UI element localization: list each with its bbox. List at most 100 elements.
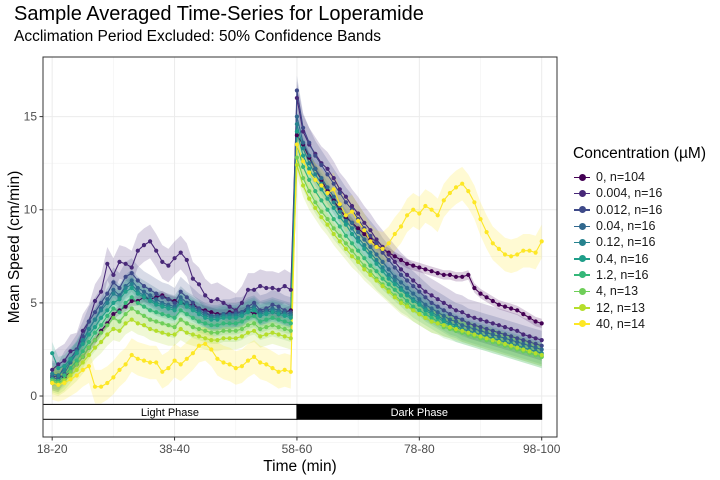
data-point-2 — [129, 271, 134, 276]
legend-label-9: 40, n=14 — [596, 316, 646, 331]
data-point-2 — [301, 125, 306, 130]
chart-subtitle: Acclimation Period Excluded: 50% Confide… — [14, 28, 382, 45]
data-point-2 — [417, 289, 422, 294]
data-point-6 — [356, 248, 361, 253]
chart-title: Sample Averaged Time-Series for Loperami… — [14, 3, 424, 25]
data-point-9 — [252, 354, 257, 359]
data-point-2 — [319, 162, 324, 168]
legend-title: Concentration (µM) — [573, 145, 706, 162]
data-point-1 — [301, 129, 306, 134]
data-point-3 — [349, 220, 355, 225]
data-point-6 — [227, 321, 232, 326]
data-point-5 — [331, 205, 336, 210]
data-point-9 — [276, 369, 281, 374]
data-point-1 — [123, 261, 128, 266]
data-point-8 — [466, 330, 471, 335]
data-point-9 — [307, 170, 312, 175]
data-point-8 — [362, 267, 367, 272]
data-point-5 — [203, 315, 208, 320]
data-point-0 — [435, 271, 440, 276]
data-point-8 — [502, 341, 508, 346]
data-point-3 — [472, 326, 477, 332]
data-point-8 — [294, 162, 299, 168]
data-point-6 — [184, 312, 189, 317]
data-point-3 — [148, 293, 153, 298]
legend-key-8 — [573, 300, 591, 316]
data-point-8 — [313, 205, 318, 210]
data-point-7 — [294, 155, 299, 160]
data-point-8 — [539, 352, 544, 358]
data-point-2 — [405, 278, 410, 283]
data-point-8 — [258, 334, 263, 339]
data-point-7 — [141, 313, 147, 318]
data-point-9 — [111, 375, 116, 380]
data-point-8 — [496, 339, 501, 345]
data-point-7 — [117, 319, 122, 324]
data-point-6 — [288, 321, 293, 326]
data-point-0 — [453, 274, 459, 279]
data-point-1 — [349, 203, 355, 209]
data-point-5 — [190, 308, 195, 313]
data-point-3 — [301, 140, 306, 145]
data-point-6 — [282, 319, 287, 324]
data-point-7 — [215, 330, 220, 335]
data-point-8 — [215, 338, 220, 343]
data-point-5 — [264, 312, 269, 317]
legend-item-5: 0.4, n=16 — [573, 250, 706, 266]
data-point-8 — [441, 323, 446, 328]
legend: Concentration (µM) 0, n=104 0.004, n=16 0.… — [573, 145, 706, 332]
legend-key-point — [578, 238, 586, 246]
data-point-1 — [331, 176, 336, 181]
data-point-1 — [411, 278, 416, 283]
data-point-8 — [190, 332, 195, 337]
data-point-9 — [227, 362, 232, 367]
legend-key-7 — [573, 283, 591, 299]
legend-label-8: 12, n=13 — [596, 300, 646, 315]
data-point-1 — [502, 325, 508, 330]
data-point-5 — [105, 308, 110, 313]
data-point-9 — [172, 358, 177, 363]
data-point-6 — [239, 319, 244, 324]
data-point-2 — [447, 312, 452, 317]
data-point-6 — [405, 298, 410, 304]
data-point-8 — [411, 308, 416, 313]
data-point-9 — [447, 190, 452, 196]
data-point-6 — [233, 321, 238, 326]
data-point-8 — [117, 328, 122, 333]
data-point-7 — [203, 328, 208, 333]
data-point-2 — [380, 250, 385, 255]
data-point-8 — [521, 347, 526, 352]
legend-item-6: 1.2, n=16 — [573, 267, 706, 283]
data-point-3 — [539, 347, 544, 352]
data-point-0 — [527, 315, 532, 320]
data-point-0 — [447, 272, 452, 277]
data-point-7 — [307, 189, 312, 194]
data-point-4 — [56, 373, 61, 378]
data-point-3 — [141, 289, 147, 294]
data-point-5 — [270, 310, 275, 315]
data-point-3 — [294, 114, 299, 119]
data-point-2 — [398, 272, 404, 277]
data-point-2 — [325, 172, 330, 177]
data-point-9 — [86, 364, 91, 369]
legend-key-2 — [573, 202, 591, 218]
data-point-3 — [527, 343, 532, 348]
data-point-2 — [160, 295, 165, 300]
data-point-9 — [215, 356, 220, 361]
data-point-5 — [325, 196, 330, 201]
data-point-9 — [203, 341, 208, 346]
data-point-2 — [466, 321, 471, 326]
data-point-6 — [392, 287, 397, 292]
data-point-5 — [172, 308, 177, 313]
data-point-7 — [331, 226, 336, 231]
data-point-1 — [527, 334, 532, 339]
data-point-6 — [135, 300, 140, 305]
data-point-1 — [141, 243, 147, 248]
data-point-4 — [368, 250, 373, 255]
data-point-2 — [435, 304, 440, 309]
x-tick-label: 58-60 — [282, 442, 313, 456]
data-point-7 — [80, 354, 85, 359]
data-point-9 — [74, 373, 79, 378]
data-point-0 — [484, 295, 489, 300]
data-point-9 — [264, 362, 269, 367]
